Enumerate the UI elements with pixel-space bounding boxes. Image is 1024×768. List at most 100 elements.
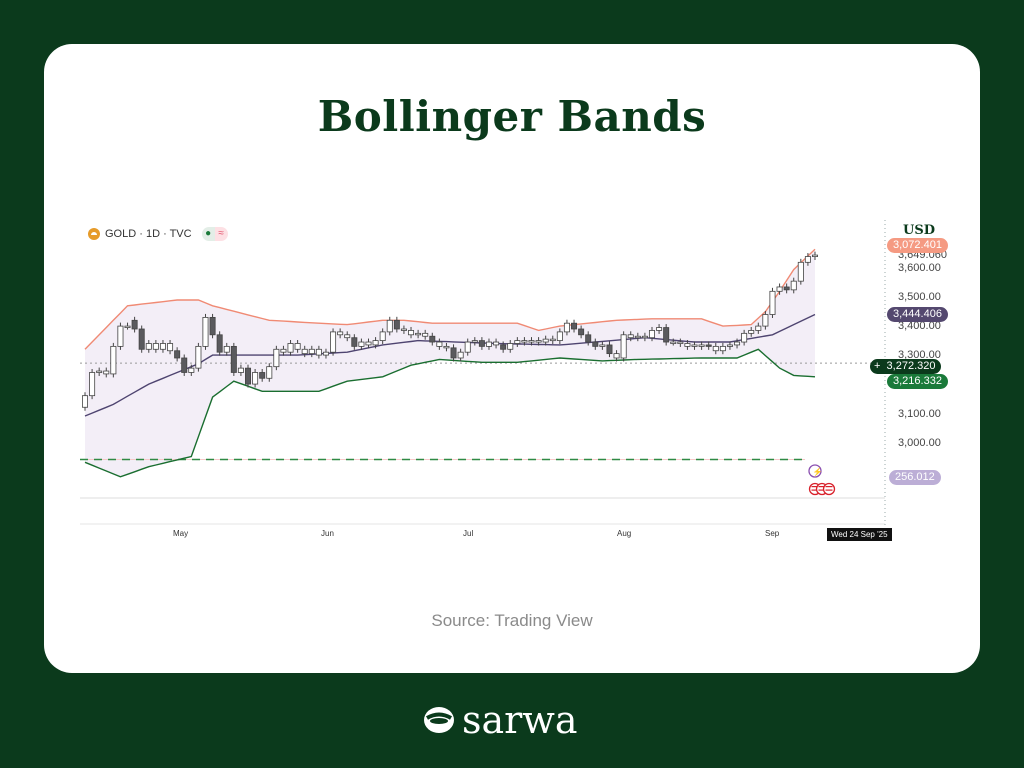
bullish-candle: [762, 314, 769, 327]
y-tick: 3,500.00: [898, 291, 941, 303]
crosshair-price-tag[interactable]: + 3,272.320: [870, 359, 942, 374]
bullish-candle: [280, 348, 287, 353]
bullish-candle: [152, 343, 159, 350]
bullish-candle: [521, 340, 528, 343]
page-title: Bollinger Bands: [317, 92, 707, 141]
bearish-candle: [245, 367, 252, 385]
bearish-candle: [663, 327, 670, 343]
bullish-candle: [400, 328, 407, 331]
cursor-date-label: Wed 24 Sep '25: [827, 528, 892, 541]
bullish-candle: [485, 341, 492, 347]
bullish-candle: [656, 327, 663, 331]
flag-stripe: [811, 486, 819, 488]
bullish-candle: [436, 341, 443, 347]
x-tick: Jul: [463, 529, 474, 538]
y-tick: 3,600.00: [898, 262, 941, 274]
gold-icon: [88, 228, 100, 240]
crosshair-price: 3,272.320: [886, 360, 936, 372]
lower-band-line: [84, 348, 816, 478]
middle-band-tag: 3,444.406: [887, 307, 948, 322]
bullish-candle: [273, 348, 280, 368]
bullish-candle: [507, 343, 514, 350]
bullish-candle: [712, 345, 719, 352]
bullish-candle: [443, 345, 450, 349]
bullish-candle: [82, 395, 89, 408]
bearish-candle: [592, 341, 599, 347]
bearish-candle: [500, 344, 507, 350]
flag-stripe: [818, 486, 826, 488]
bullish-candle: [599, 344, 606, 347]
bullish-candle: [287, 343, 294, 353]
bullish-candle: [755, 325, 762, 331]
bullish-candle: [620, 334, 627, 359]
bullish-candle: [110, 345, 117, 375]
plus-icon[interactable]: +: [874, 360, 887, 372]
y-tick: 3,000.00: [898, 437, 941, 449]
market-status-pill[interactable]: ● ≈: [201, 227, 228, 241]
bullish-candle: [563, 322, 570, 333]
bullish-candle: [308, 348, 315, 355]
bullish-candle: [195, 345, 202, 369]
bearish-candle: [705, 344, 712, 347]
bullish-candle: [493, 341, 500, 346]
bearish-candle: [138, 328, 145, 350]
bullish-candle: [223, 345, 230, 353]
bullish-candle: [294, 343, 301, 350]
bullish-candle: [301, 348, 308, 355]
bullish-candle: [684, 343, 691, 347]
bullish-candle: [734, 341, 741, 346]
lightning-event-icon: [808, 464, 822, 478]
indicator-tag: 256.012: [889, 470, 941, 485]
flag-stripe: [811, 489, 819, 491]
bullish-candle: [457, 351, 464, 359]
bullish-candle: [542, 338, 549, 343]
bearish-candle: [429, 335, 436, 343]
bullish-candle: [167, 343, 174, 352]
y-tick: 3,100.00: [898, 408, 941, 420]
bearish-candle: [351, 337, 358, 347]
bullish-candle: [365, 341, 372, 346]
upper-band-tag: 3,072.401: [887, 238, 948, 253]
bullish-candle: [344, 334, 351, 339]
bullish-candle: [415, 332, 422, 336]
bullish-candle: [719, 345, 726, 352]
bullish-candle: [648, 330, 655, 339]
bullish-candle: [330, 331, 337, 353]
flag-stripe: [825, 486, 833, 488]
bearish-candle: [606, 344, 613, 355]
bullish-candle: [103, 370, 110, 375]
bullish-candle: [386, 319, 393, 333]
bearish-candle: [230, 345, 237, 373]
bullish-candle: [804, 256, 811, 263]
bullish-candle: [188, 367, 195, 373]
bullish-candle: [96, 370, 103, 373]
middle-band-line: [84, 313, 816, 417]
bullish-candle: [790, 280, 797, 291]
bullish-candle: [315, 348, 322, 356]
bullish-candle: [372, 340, 379, 346]
bearish-candle: [181, 357, 188, 373]
bearish-candle: [585, 334, 592, 343]
sarwa-logo-icon: [424, 707, 454, 733]
bearish-candle: [783, 286, 790, 291]
bullish-candle: [379, 331, 386, 341]
currency-label: USD: [903, 223, 935, 238]
bullish-candle: [634, 335, 641, 339]
chart-legend[interactable]: GOLD · 1D · TVC ● ≈: [88, 227, 228, 241]
bullish-candle: [237, 367, 244, 373]
bearish-candle: [209, 316, 216, 336]
bullish-candle: [89, 372, 96, 397]
x-tick: May: [173, 529, 189, 538]
bearish-candle: [216, 334, 223, 353]
bearish-candle: [578, 328, 585, 336]
bearish-candle: [571, 322, 578, 330]
lower-band-tag: 3,216.332: [887, 374, 948, 389]
bullish-candle: [464, 341, 471, 353]
bullish-candle: [117, 325, 124, 347]
bullish-candle: [741, 332, 748, 343]
bullish-candle: [202, 316, 209, 347]
x-tick: Jun: [321, 529, 334, 538]
bullish-candle: [797, 261, 804, 282]
bearish-candle: [131, 319, 138, 330]
